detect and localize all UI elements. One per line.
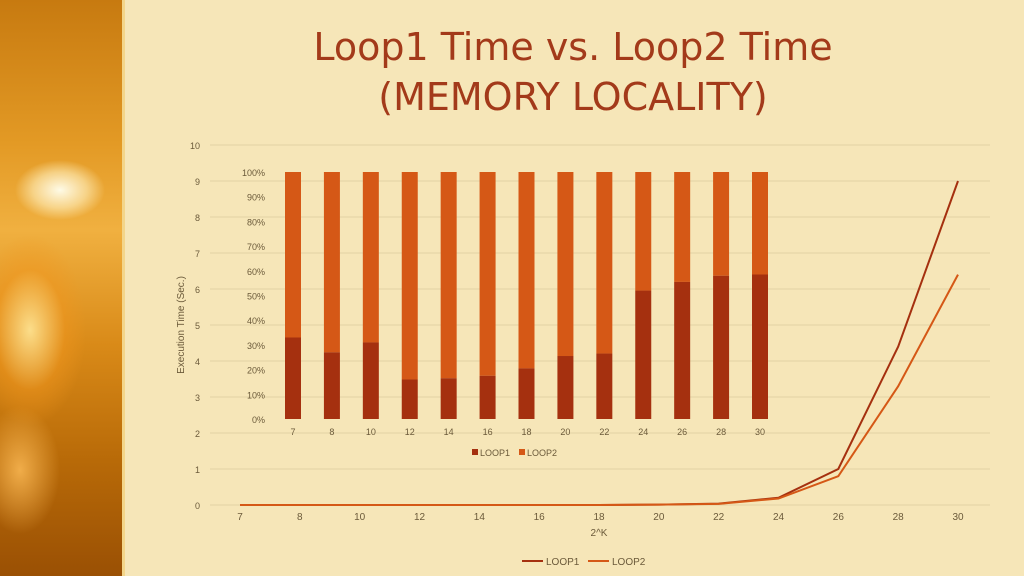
bar-segment-loop1 <box>440 378 457 419</box>
bar-segment-loop1 <box>285 337 301 419</box>
bar-legend-label-loop1: LOOP1 <box>480 448 510 458</box>
bar-x-tick-label: 28 <box>716 427 726 437</box>
x-tick-label: 10 <box>354 512 366 523</box>
bar-segment-loop1 <box>362 342 379 419</box>
x-axis-title: 2^K <box>591 528 608 539</box>
y-tick-label: 3 <box>195 393 200 403</box>
bar-x-tick-label: 26 <box>677 427 687 437</box>
bar-segment-loop1 <box>518 368 535 419</box>
y-tick-label: 9 <box>195 177 200 187</box>
y-tick-label: 6 <box>195 285 200 295</box>
x-tick-label: 16 <box>534 512 546 523</box>
bar-segment-loop2 <box>557 172 574 357</box>
bar-y-tick-label: 90% <box>247 193 265 203</box>
x-tick-label: 20 <box>653 512 665 523</box>
bar-segment-loop2 <box>596 172 613 354</box>
bar-x-tick-label: 18 <box>521 427 531 437</box>
y-tick-label: 10 <box>190 141 200 151</box>
x-tick-label: 14 <box>474 512 486 523</box>
bar-x-tick-label: 24 <box>638 427 648 437</box>
bar-y-tick-label: 50% <box>247 292 265 302</box>
bar-segment-loop1 <box>596 353 613 419</box>
bar-segment-loop2 <box>752 172 768 275</box>
bar-segment-loop2 <box>713 172 730 276</box>
bar-y-tick-label: 70% <box>247 242 265 252</box>
bar-x-tick-label: 10 <box>366 427 376 437</box>
bar-segment-loop2 <box>635 172 652 291</box>
bar-x-tick-label: 14 <box>444 427 454 437</box>
bar-segment-loop2 <box>323 172 340 353</box>
bar-segment-loop2 <box>285 172 301 338</box>
bar-y-tick-label: 100% <box>242 168 265 178</box>
x-tick-label: 8 <box>297 512 303 523</box>
y-tick-label: 0 <box>195 501 200 511</box>
bar-x-tick-label: 7 <box>290 427 295 437</box>
series-line-loop2 <box>240 274 959 506</box>
bar-segment-loop2 <box>440 172 457 379</box>
y-tick-label: 4 <box>195 357 200 367</box>
x-tick-label: 26 <box>833 512 845 523</box>
y-tick-label: 8 <box>195 213 200 223</box>
y-tick-label: 2 <box>195 429 200 439</box>
bar-segment-loop1 <box>323 352 340 419</box>
x-tick-label: 12 <box>414 512 426 523</box>
y-tick-label: 5 <box>195 321 200 331</box>
legend-label-loop2: LOOP2 <box>612 557 646 568</box>
y-tick-label: 1 <box>195 465 200 475</box>
bar-x-tick-label: 30 <box>755 427 765 437</box>
bar-y-tick-label: 0% <box>252 415 265 425</box>
bar-segment-loop1 <box>557 356 574 419</box>
bar-x-tick-label: 20 <box>560 427 570 437</box>
slide-title: Loop1 Time vs. Loop2 Time (MEMORY LOCALI… <box>122 22 1024 122</box>
bar-y-tick-label: 30% <box>247 341 265 351</box>
x-tick-label: 7 <box>237 512 243 523</box>
bar-y-tick-label: 80% <box>247 217 265 227</box>
y-axis-title: Execution Time (Sec.) <box>176 276 187 374</box>
x-tick-label: 22 <box>713 512 725 523</box>
bar-legend-swatch-loop1 <box>472 449 478 455</box>
bar-x-tick-label: 12 <box>405 427 415 437</box>
bar-segment-loop2 <box>362 172 379 343</box>
x-tick-label: 30 <box>952 512 964 523</box>
bar-segment-loop2 <box>401 172 418 380</box>
title-line-2: (MEMORY LOCALITY) <box>378 75 768 119</box>
bar-segment-loop2 <box>518 172 535 369</box>
x-tick-label: 18 <box>593 512 605 523</box>
title-line-1: Loop1 Time vs. Loop2 Time <box>313 25 833 69</box>
bar-segment-loop1 <box>635 290 652 419</box>
bar-y-tick-label: 20% <box>247 366 265 376</box>
bar-x-tick-label: 16 <box>483 427 493 437</box>
bar-segment-loop2 <box>674 172 691 282</box>
bar-segment-loop1 <box>713 275 730 419</box>
legend-label-loop1: LOOP1 <box>546 557 580 568</box>
bar-y-tick-label: 60% <box>247 267 265 277</box>
bar-segment-loop1 <box>674 281 691 419</box>
x-tick-label: 24 <box>773 512 785 523</box>
bar-y-tick-label: 10% <box>247 390 265 400</box>
bar-legend-swatch-loop2 <box>519 449 525 455</box>
bar-x-tick-label: 8 <box>329 427 334 437</box>
bar-segment-loop1 <box>401 379 418 419</box>
bar-segment-loop1 <box>479 375 496 419</box>
bar-segment-loop2 <box>479 172 496 376</box>
x-tick-label: 28 <box>893 512 905 523</box>
lightbulb-photo <box>0 0 125 576</box>
bar-x-tick-label: 22 <box>599 427 609 437</box>
bar-legend-label-loop2: LOOP2 <box>527 448 557 458</box>
y-tick-label: 7 <box>195 249 200 259</box>
bar-y-tick-label: 40% <box>247 316 265 326</box>
bar-segment-loop1 <box>752 274 768 419</box>
